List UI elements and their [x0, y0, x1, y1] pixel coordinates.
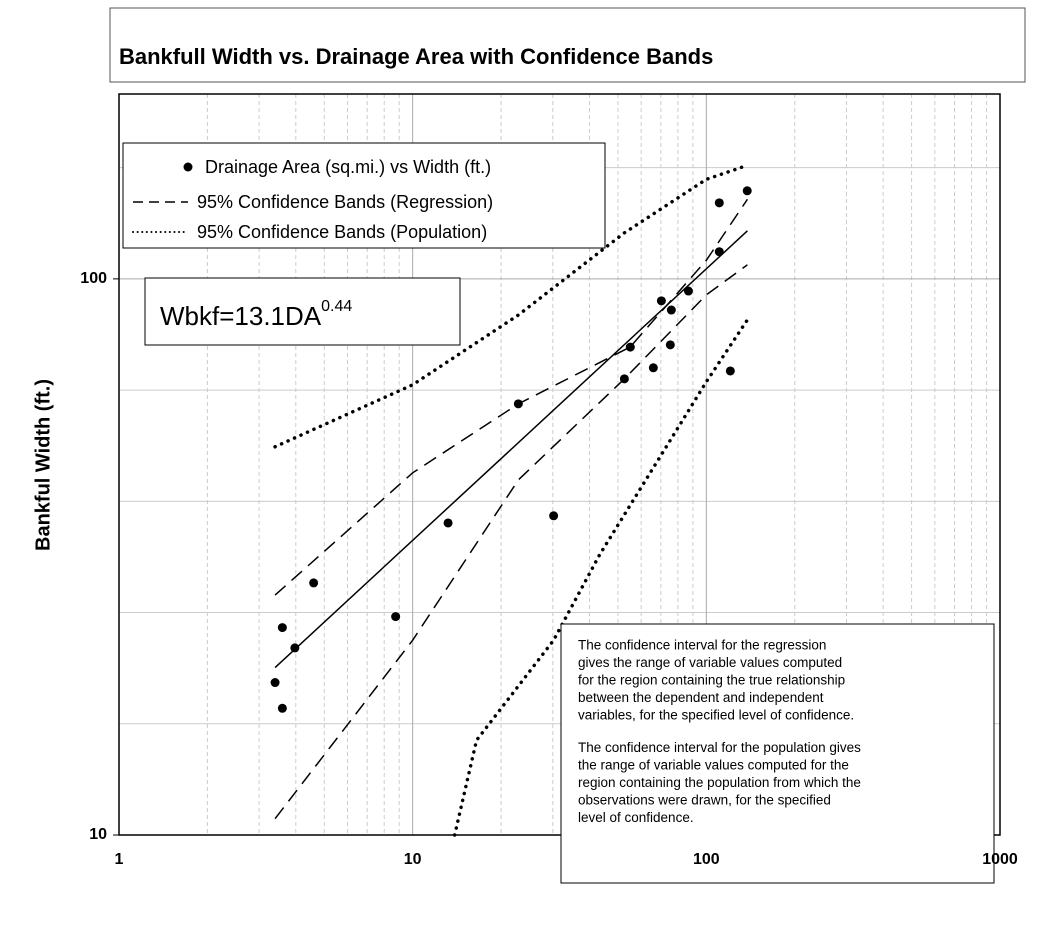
y-tick-label: 100 — [80, 270, 107, 287]
notes-box — [560, 623, 995, 884]
point — [391, 612, 401, 622]
point — [648, 363, 658, 373]
notes: The confidence interval for the regressi… — [578, 638, 861, 826]
points — [270, 186, 752, 713]
point — [277, 623, 287, 633]
point — [714, 247, 724, 257]
point — [443, 518, 453, 528]
x-tick-label: 1000 — [982, 851, 1018, 868]
legend — [122, 142, 606, 249]
point — [270, 678, 280, 688]
point — [656, 296, 666, 306]
legend-label: 95% Confidence Bands (Regression) — [197, 192, 493, 212]
point — [513, 399, 523, 409]
note-line: between the dependent and independent — [578, 690, 824, 705]
point — [625, 342, 635, 352]
note-line: the range of variable values computed fo… — [578, 758, 849, 773]
equation-text: Wbkf=13.1DA — [160, 301, 322, 331]
point — [309, 578, 319, 588]
legend-label: Drainage Area (sq.mi.) vs Width (ft.) — [205, 157, 491, 177]
chart-title: Bankfull Width vs. Drainage Area with Co… — [119, 44, 713, 69]
point — [742, 186, 752, 196]
x-tick-label: 100 — [693, 851, 720, 868]
note-line: The confidence interval for the regressi… — [578, 638, 826, 653]
plot-frame — [118, 93, 1001, 836]
equation-box — [144, 277, 461, 346]
y-tick-label: 10 — [89, 826, 107, 843]
point — [666, 305, 676, 315]
note-line: variables, for the specified level of co… — [578, 708, 854, 723]
lines — [273, 163, 750, 837]
point — [549, 511, 559, 521]
point — [619, 374, 629, 384]
point — [714, 198, 724, 208]
point — [277, 703, 287, 713]
title-box — [109, 7, 1026, 83]
y-axis-label: Bankful Width (ft.) — [32, 379, 54, 551]
note-line: The confidence interval for the populati… — [578, 740, 861, 755]
x-tick-label: 1 — [115, 851, 124, 868]
legend-label: 95% Confidence Bands (Population) — [197, 222, 487, 242]
note-line: level of confidence. — [578, 810, 694, 825]
band-upper — [273, 163, 750, 449]
band-upper — [274, 198, 749, 596]
equation-exponent: 0.44 — [321, 298, 352, 315]
note-line: region containing the population from wh… — [578, 775, 861, 790]
point — [290, 643, 300, 653]
band-lower — [274, 264, 748, 820]
point — [665, 340, 675, 350]
legend-marker — [183, 162, 193, 172]
equation: Wbkf=13.1DA0.44 — [160, 298, 352, 331]
point — [725, 366, 735, 376]
legend-entries: Drainage Area (sq.mi.) vs Width (ft.) 95%… — [132, 157, 493, 242]
point — [683, 286, 693, 296]
note-line: observations were drawn, for the specifi… — [578, 793, 831, 808]
note-line: gives the range of variable values compu… — [578, 655, 842, 670]
x-tick-label: 10 — [404, 851, 422, 868]
note-line: for the region containing the true relat… — [578, 673, 845, 688]
